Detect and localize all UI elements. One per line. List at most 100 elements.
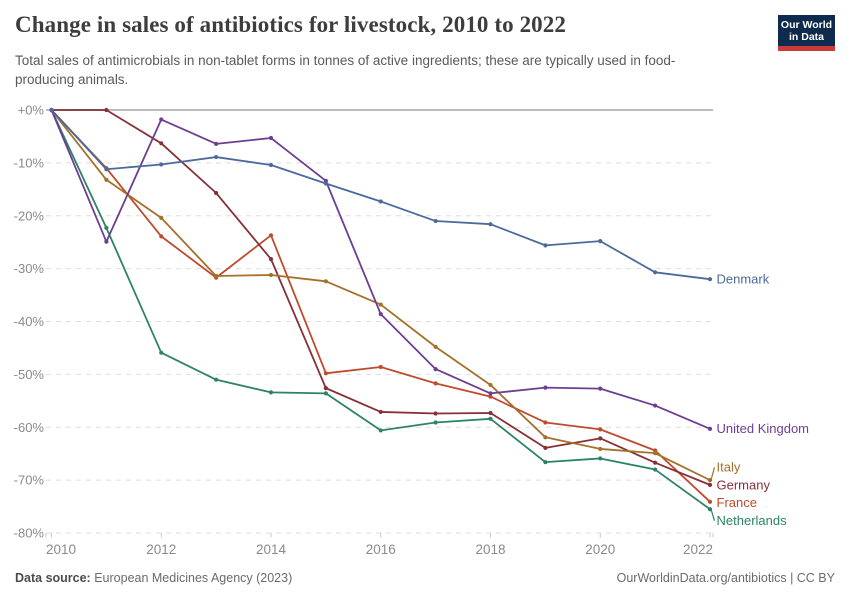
series-point-netherlands xyxy=(433,420,438,425)
y-axis-tick-label: +0% xyxy=(18,103,45,118)
series-point-italy xyxy=(433,344,438,349)
x-axis-tick-label: 2018 xyxy=(475,542,505,557)
page-title: Change in sales of antibiotics for lives… xyxy=(15,12,566,37)
series-point-italy xyxy=(214,273,219,279)
series-label-netherlands[interactable]: Netherlands xyxy=(717,513,788,528)
series-point-germany xyxy=(378,409,383,415)
y-axis-tick-label: -80% xyxy=(14,526,45,541)
series-point-italy xyxy=(488,382,493,388)
series-point-germany xyxy=(433,411,438,416)
series-point-denmark xyxy=(378,199,383,204)
series-point-denmark xyxy=(214,154,219,160)
series-point-netherlands xyxy=(488,416,493,421)
series-point-denmark xyxy=(159,162,164,167)
series-point-united-kingdom xyxy=(378,311,383,317)
series-point-germany xyxy=(214,190,219,196)
series-point-italy xyxy=(598,446,603,452)
series-point-united-kingdom xyxy=(488,391,493,396)
series-point-italy xyxy=(378,302,383,307)
series-point-germany xyxy=(104,107,109,113)
series-point-united-kingdom xyxy=(707,426,713,431)
series-point-italy xyxy=(653,451,658,456)
attribution-link[interactable]: OurWorldinData.org/antibiotics | CC BY xyxy=(616,571,835,585)
x-axis-tick-label: 2014 xyxy=(256,542,287,557)
series-point-united-kingdom xyxy=(433,366,438,372)
x-axis-tick-label: 2022 xyxy=(683,542,713,557)
series-point-united-kingdom xyxy=(653,403,658,408)
x-axis-tick-label: 2010 xyxy=(46,542,76,557)
series-point-united-kingdom xyxy=(159,117,164,122)
series-point-germany xyxy=(268,257,274,262)
series-lines xyxy=(49,107,713,512)
chart-footer: Data source: European Medicines Agency (… xyxy=(15,567,835,589)
y-axis-tick-label: -10% xyxy=(14,155,45,170)
y-axis-tick-label: -50% xyxy=(14,367,45,382)
label-connector-italy xyxy=(710,467,716,481)
series-label-france[interactable]: France xyxy=(717,495,757,510)
owid-logo-line1: Our World xyxy=(780,18,833,31)
series-point-italy xyxy=(104,177,109,182)
series-point-netherlands xyxy=(543,460,548,465)
series-point-germany xyxy=(543,445,548,450)
data-source-text: European Medicines Agency (2023) xyxy=(90,571,293,585)
data-source: Data source: European Medicines Agency (… xyxy=(15,571,292,585)
series-point-italy xyxy=(159,215,164,220)
series-point-united-kingdom xyxy=(598,386,603,391)
owid-logo-line2: in Data xyxy=(788,30,824,43)
x-axis-tick-label: 2016 xyxy=(366,542,396,557)
series-label-germany[interactable]: Germany xyxy=(717,477,771,492)
series-point-germany xyxy=(488,410,493,416)
x-axis-tick-label: 2012 xyxy=(146,542,176,557)
series-point-denmark xyxy=(323,181,328,186)
series-point-italy xyxy=(323,279,328,284)
series-point-netherlands xyxy=(214,377,219,382)
series-point-denmark xyxy=(49,107,54,113)
series-point-france xyxy=(543,420,548,425)
series-label-italy[interactable]: Italy xyxy=(717,460,741,475)
series-point-germany xyxy=(159,141,164,146)
series-point-france xyxy=(707,499,713,504)
series-label-united-kingdom[interactable]: United Kingdom xyxy=(717,421,810,436)
y-axis-tick-label: -30% xyxy=(14,261,45,276)
label-connector-netherlands xyxy=(710,509,716,521)
series-point-france xyxy=(433,381,438,386)
series-point-france xyxy=(488,394,493,399)
series-point-denmark xyxy=(598,239,603,244)
series-point-denmark xyxy=(268,162,274,168)
series-point-germany xyxy=(653,460,658,465)
series-end-labels: Denmark United Kingdom Italy Germany France N… xyxy=(710,272,810,528)
series-point-france xyxy=(159,234,164,239)
series-point-netherlands xyxy=(159,350,164,355)
series-point-denmark xyxy=(653,270,658,275)
series-point-germany xyxy=(598,436,603,441)
y-axis-tick-label: -70% xyxy=(14,473,45,488)
series-point-denmark xyxy=(488,222,493,227)
series-point-france xyxy=(598,427,603,432)
series-point-united-kingdom xyxy=(214,141,219,146)
owid-logo: Our World in Data xyxy=(778,15,835,51)
x-axis-tick-label: 2020 xyxy=(585,542,615,557)
y-axis-tick-label: -60% xyxy=(14,420,45,435)
series-point-france xyxy=(268,233,274,238)
series-point-netherlands xyxy=(598,456,603,461)
page-subtitle: Total sales of antimicrobials in non-tab… xyxy=(15,53,676,87)
series-point-denmark xyxy=(543,243,548,248)
series-line-denmark xyxy=(50,109,711,281)
attribution: OurWorldinData.org/antibiotics | CC BY xyxy=(617,571,835,585)
series-point-denmark xyxy=(433,218,438,224)
series-point-germany xyxy=(323,386,328,391)
series-point-united-kingdom xyxy=(543,385,548,390)
series-point-italy xyxy=(268,272,274,278)
series-point-netherlands xyxy=(323,391,328,396)
series-point-france xyxy=(378,364,383,370)
series-point-france xyxy=(323,371,328,376)
y-axis-labels: +0% -10% -20% -30% -40% -50% -60% -70% -80% xyxy=(14,103,45,541)
series-point-denmark xyxy=(104,167,109,172)
series-point-united-kingdom xyxy=(104,239,109,244)
x-axis: 2010 2012 2014 2016 2018 2020 2022 xyxy=(45,533,714,557)
series-label-denmark[interactable]: Denmark xyxy=(717,272,770,287)
y-axis-tick-label: -20% xyxy=(14,208,45,223)
series-point-netherlands xyxy=(268,390,274,395)
